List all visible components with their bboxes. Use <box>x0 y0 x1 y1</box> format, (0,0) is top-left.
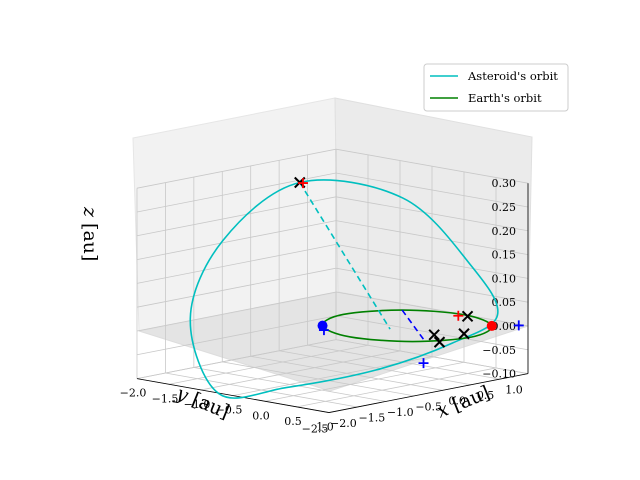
z-tick-label: 0.10 <box>492 272 517 285</box>
grid-x-floor <box>296 367 497 408</box>
axis-line <box>328 373 529 413</box>
axes-panes <box>132 97 533 392</box>
x-axis-label: x [au] <box>434 382 493 423</box>
x-tick-label: −2.0 <box>120 387 147 400</box>
grid-z <box>136 148 529 189</box>
y-tick-label: −0.5 <box>415 400 442 413</box>
asteroid-orbit-line <box>189 179 499 399</box>
z-tick-label: −0.05 <box>482 344 516 357</box>
x-tick-label: −1.0 <box>184 398 211 411</box>
z-tick-label: 0.20 <box>492 225 517 238</box>
x-tick-label: 1.0 <box>316 421 334 434</box>
event-x-marker <box>428 329 440 341</box>
axis-line <box>136 378 330 413</box>
y-tick-label: 1.0 <box>505 384 523 397</box>
grid-z <box>136 267 529 308</box>
grid-y-floor <box>250 355 443 391</box>
plus-marker <box>297 178 308 189</box>
grid-x-floor <box>200 350 401 391</box>
grid-y-floor <box>165 372 358 408</box>
plot-area <box>189 176 524 399</box>
y-tick-label: −1.5 <box>358 411 385 424</box>
grid-x-floor <box>168 344 369 385</box>
position-dot <box>486 320 497 331</box>
grid-z <box>136 220 529 260</box>
grid-x-floor <box>264 361 465 402</box>
dashed-connector <box>299 182 391 330</box>
legend: Asteroid's orbit Earth's orbit <box>423 63 569 112</box>
grid-z <box>136 339 529 379</box>
event-x-marker <box>433 336 446 348</box>
y-tick-label: −1.0 <box>387 406 414 419</box>
earth-orbit-line <box>321 309 493 343</box>
svg-text:z [au]: z [au] <box>79 206 101 261</box>
position-dot <box>317 320 328 331</box>
grid-z <box>136 196 529 237</box>
grid-y-floor <box>222 361 415 397</box>
x-tick-label: −1.5 <box>152 392 179 405</box>
z-tick-label: 0.15 <box>492 249 517 262</box>
y-axis-label: y [au] <box>172 382 232 423</box>
y-tick-label: 0.5 <box>477 389 495 402</box>
grid-y-floor <box>193 367 386 402</box>
x-tick-label: −0.5 <box>216 404 243 417</box>
legend-label-earth: Earth's orbit <box>468 91 542 105</box>
grid-y-floor <box>279 350 472 386</box>
event-x-marker <box>461 310 474 323</box>
y-tick-label: −2.0 <box>330 417 357 430</box>
plus-marker <box>418 358 429 369</box>
grid-z <box>136 172 529 213</box>
legend-label-asteroid: Asteroid's orbit <box>467 69 558 83</box>
tick-labels: −2.0 −1.5 −1.0 −0.5 0.0 0.5 1.01.00.50.0−0.5−1… <box>120 177 523 435</box>
axis-lines <box>136 183 529 413</box>
z-tick-label: 0.25 <box>492 201 517 214</box>
y-tick-label: −2.5 <box>302 423 329 436</box>
plus-marker <box>513 320 524 331</box>
z-axis-label-group: z [au] <box>79 206 101 261</box>
x-tick-label: 0.5 <box>284 415 302 428</box>
y-tick-label: 0.0 <box>448 395 466 408</box>
event-x-marker <box>458 328 470 340</box>
z-tick-label: 0.30 <box>492 177 517 190</box>
z-tick-label: 0.05 <box>492 296 517 309</box>
dashed-connector <box>401 309 425 340</box>
x-tick-label: 0.0 <box>252 409 270 422</box>
z-tick-label: 0.00 <box>492 320 517 333</box>
z-tick-label: −0.10 <box>482 368 516 381</box>
plus-marker <box>453 310 464 321</box>
legend-box <box>423 63 569 112</box>
